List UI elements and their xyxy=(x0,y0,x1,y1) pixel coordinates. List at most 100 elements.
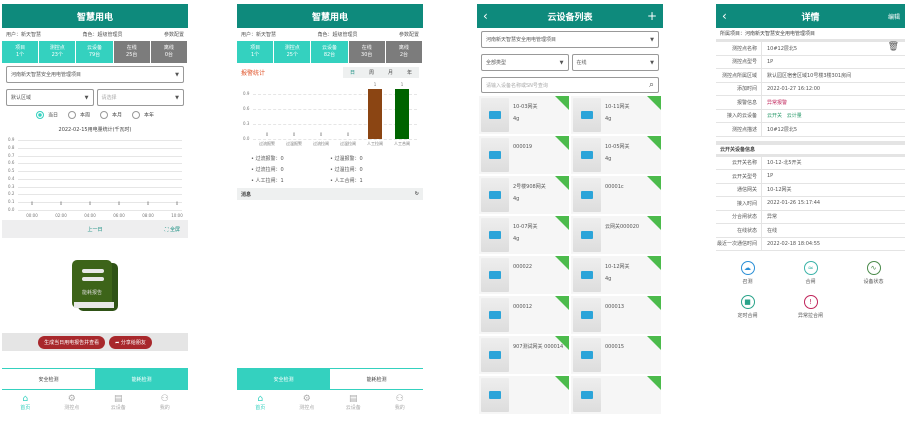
field-row: 最近一次通信时间 2022-02-18 18:04:55 xyxy=(716,237,905,251)
edit-button[interactable]: 编辑 xyxy=(887,13,900,21)
book-icon: 能耗报告 xyxy=(72,259,118,311)
data-label: 0 xyxy=(175,201,179,206)
y-tick-label: 0.1 xyxy=(8,199,15,205)
x-tick-label: 过温报警 xyxy=(286,141,302,146)
stat-1[interactable]: 测控点 23个 xyxy=(39,41,77,63)
energy-report-book[interactable]: 能耗报告 xyxy=(2,238,188,333)
device-card[interactable]: 10-12网关 4g xyxy=(571,256,661,294)
type-select[interactable]: 全部类型 ▼ xyxy=(481,54,569,71)
field-row: 测控点所属区域 默认园区宿舍区域10号楼3楼301房间 xyxy=(716,69,905,83)
nav-item[interactable]: ⚙ 测控点 xyxy=(64,394,80,412)
role-label: 角色：超级管理员 xyxy=(317,32,358,38)
stat-1[interactable]: 测控点 25个 xyxy=(274,41,312,63)
online-badge xyxy=(555,296,569,310)
role-label: 角色：超级管理员 xyxy=(82,32,123,38)
gridline xyxy=(18,186,182,188)
tab-energy[interactable]: 能耗检测 xyxy=(366,376,387,383)
project-select[interactable]: 河南新天智慧安全用电管理项目 ▼ xyxy=(481,31,659,48)
search-input[interactable]: 请输入设备名称或SN号查询 ⌕ xyxy=(481,77,659,93)
alarm-list-item: • 人工合闸：1 xyxy=(330,178,363,184)
energy-chart: 0.0 0.1 0.2 0.3 0.4 0.5 0.6 0.7 0.8 0.9 0 00:00 0 02:… xyxy=(8,137,183,220)
device-card[interactable]: 907测试网关 000014 xyxy=(479,336,569,374)
bottom-nav: ⌂ 首页 ⚙ 测控点 ▤ 云设备 ⚇ 我的 xyxy=(237,390,423,416)
device-link[interactable]: 云计量 xyxy=(786,113,802,120)
status-select[interactable]: 在线 ▼ xyxy=(571,54,659,71)
device-card[interactable]: 000012 xyxy=(479,296,569,334)
device-card[interactable]: 10-03网关 4g xyxy=(479,96,569,134)
add-icon[interactable]: + xyxy=(646,9,657,23)
alert-icon: ! xyxy=(803,295,818,309)
nav-item[interactable]: ⚇ 我的 xyxy=(159,394,170,412)
action-0[interactable]: ☁ 召测 xyxy=(716,261,779,285)
stat-4[interactable]: 离线 0台 xyxy=(150,41,189,63)
generate-report-button[interactable]: 生成当日用电报告并查看 xyxy=(38,335,106,349)
alarm-list-item: • 过温报警：0 xyxy=(330,156,363,162)
online-badge xyxy=(647,216,661,230)
nav-item[interactable]: ⚇ 我的 xyxy=(394,394,405,412)
device-card[interactable]: 000015 xyxy=(571,336,661,374)
waves-icon: ≈ xyxy=(803,261,818,275)
period-tab[interactable]: 日 xyxy=(349,69,355,76)
data-label: 0 xyxy=(146,201,150,206)
action-2[interactable]: ∿ 设备状态 xyxy=(842,261,905,285)
back-icon[interactable]: ‹ xyxy=(483,9,488,23)
action-1[interactable]: ≈ 合闸 xyxy=(779,261,842,285)
tab-safety[interactable]: 安全检测 xyxy=(237,369,330,389)
stats-bar: 项目 1个 测控点 25个 云设备 82台 在线 30台 离线 2台 xyxy=(237,41,424,63)
stat-4[interactable]: 离线 2台 xyxy=(385,41,424,63)
fullscreen-button[interactable]: ⛶ 全屏 xyxy=(164,226,180,233)
back-icon[interactable]: ‹ xyxy=(722,9,727,23)
radio-period[interactable]: 本年 xyxy=(132,111,154,119)
action-4[interactable]: ! 异常拉合闸 xyxy=(779,295,842,319)
config-link[interactable]: 参数配置 xyxy=(163,32,184,38)
home-icon: ⌂ xyxy=(257,394,264,404)
device-card[interactable]: 00001c xyxy=(571,176,661,214)
device-card[interactable] xyxy=(479,376,569,414)
tab-energy[interactable]: 能耗检测 xyxy=(95,369,188,389)
online-badge xyxy=(647,176,661,190)
device-card[interactable]: 10-11网关 4g xyxy=(571,96,661,134)
device-card[interactable]: 10-05网关 4g xyxy=(571,136,661,174)
project-label: 所属项目：河南新天智慧安全用电管理项目 xyxy=(716,28,905,42)
nav-item[interactable]: ⌂ 首页 xyxy=(20,394,31,412)
stat-3[interactable]: 在线 30台 xyxy=(348,41,386,63)
device-card[interactable]: 000019 xyxy=(479,136,569,174)
stat-2[interactable]: 云设备 79台 xyxy=(76,41,114,63)
radio-period[interactable]: 本月 xyxy=(100,111,122,119)
period-tab[interactable]: 年 xyxy=(406,69,412,76)
project-select[interactable]: 河南新天智慧安全用电管理项目 ▼ xyxy=(6,66,184,83)
dropdown-icon: ▼ xyxy=(175,94,179,101)
y-tick-label: 0.9 xyxy=(243,91,250,96)
page-title: 云设备列表 xyxy=(547,12,593,23)
tab-safety[interactable]: 安全检测 xyxy=(38,376,59,383)
share-button[interactable]: ➦ 分享给朋友 xyxy=(109,335,152,349)
prev-day-button[interactable]: 上一日 xyxy=(87,226,103,233)
nav-item[interactable]: ▤ 云设备 xyxy=(345,394,361,412)
radio-period[interactable]: 当日 xyxy=(35,111,58,119)
nav-item[interactable]: ▤ 云设备 xyxy=(110,394,126,412)
area-select[interactable]: 默认区域 ▼ xyxy=(6,89,94,106)
nav-item[interactable]: ⚙ 测控点 xyxy=(299,394,315,412)
config-link[interactable]: 参数配置 xyxy=(398,32,419,38)
radio-period[interactable]: 本周 xyxy=(67,111,90,119)
device-link[interactable]: 云开关 xyxy=(767,113,783,120)
x-tick-label: 10:00 xyxy=(171,213,183,218)
device-card[interactable]: 000022 xyxy=(479,256,569,294)
device-card[interactable]: 2号楼908网关 4g xyxy=(479,176,569,214)
action-3[interactable]: ■ 定时合闸 xyxy=(716,295,779,319)
stat-0[interactable]: 项目 1个 xyxy=(2,41,40,63)
device-card[interactable] xyxy=(571,376,661,414)
stat-2[interactable]: 云设备 82台 xyxy=(311,41,349,63)
sub-area-select[interactable]: 请选择 ▼ xyxy=(96,89,184,106)
stat-0[interactable]: 项目 1个 xyxy=(237,41,275,63)
period-tab[interactable]: 周 xyxy=(368,69,374,76)
device-card[interactable]: 000013 xyxy=(571,296,661,334)
nav-item[interactable]: ⌂ 首页 xyxy=(255,394,266,412)
device-card[interactable]: 10-07网关 4g xyxy=(479,216,569,254)
stat-3[interactable]: 在线 25台 xyxy=(113,41,151,63)
refresh-icon[interactable]: ↻ xyxy=(414,191,419,197)
period-tab[interactable]: 月 xyxy=(387,69,393,76)
trash-icon[interactable]: 🗑 xyxy=(887,41,899,52)
x-tick-label: 00:00 xyxy=(26,213,38,218)
device-card[interactable]: 云网关000020 xyxy=(571,216,661,254)
